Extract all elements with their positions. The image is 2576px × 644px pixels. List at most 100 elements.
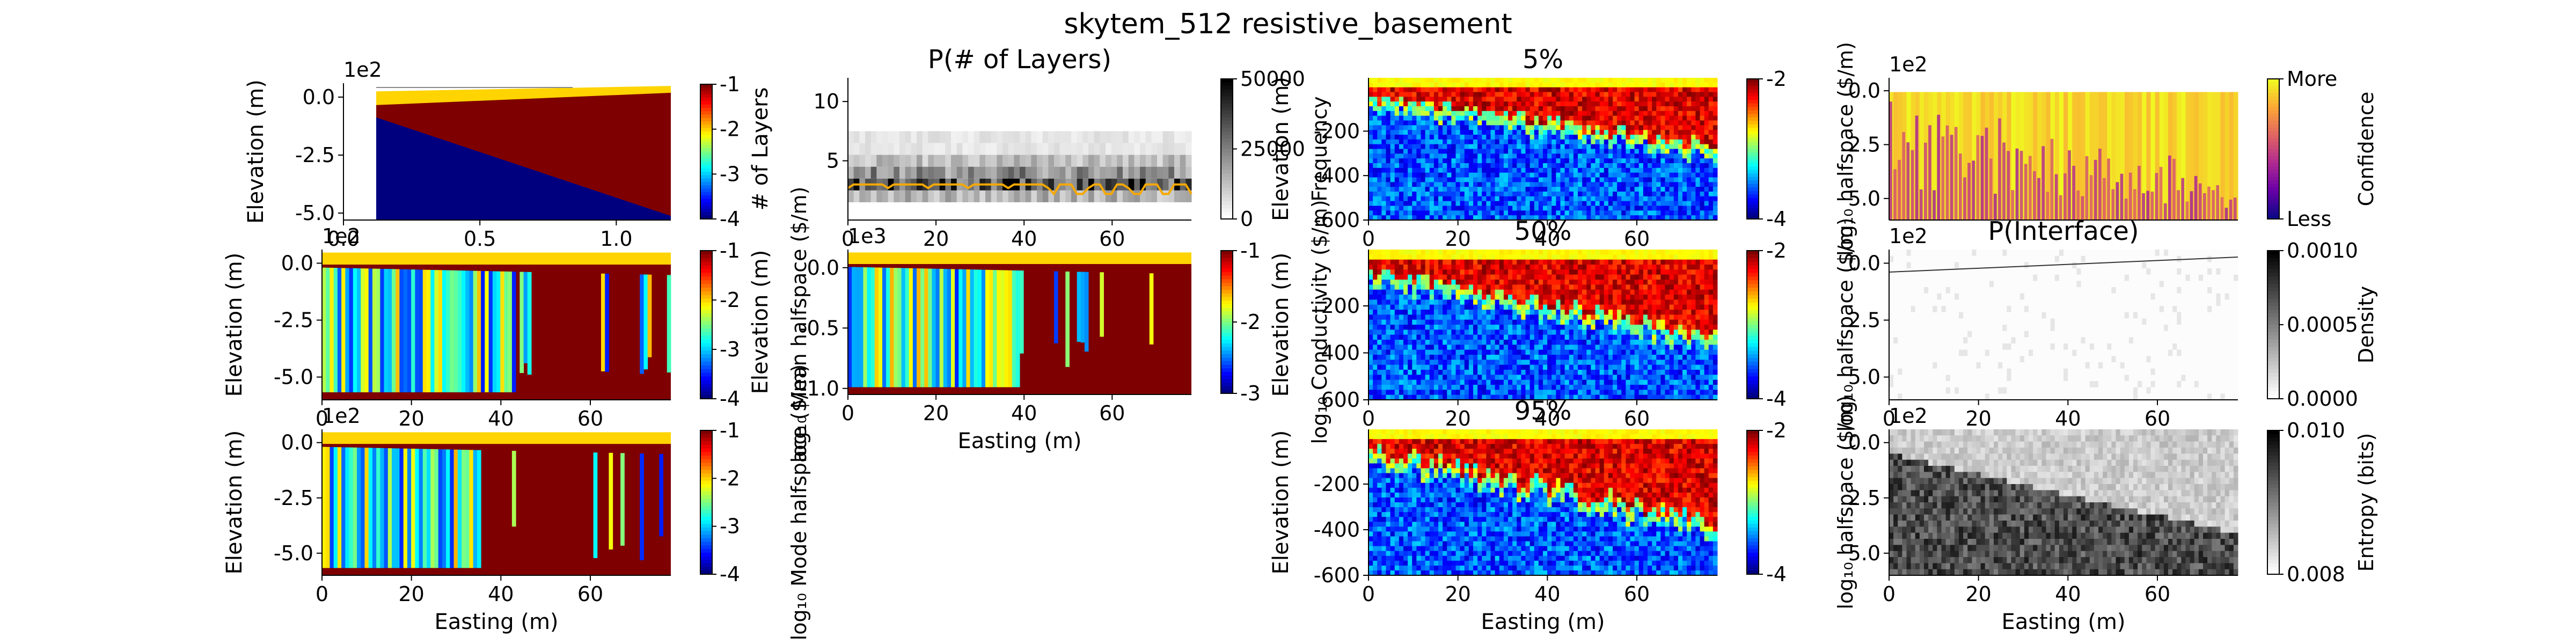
section-cell [1473, 149, 1478, 154]
section-cell [1634, 210, 1640, 216]
section-cell [1525, 172, 1531, 178]
section-cell [1451, 299, 1456, 305]
colorbar-swatch [1747, 159, 1759, 164]
section-cell [1613, 139, 1618, 145]
section-cell [1529, 299, 1535, 305]
section-cell [1608, 111, 1613, 116]
section-cell [1373, 284, 1378, 290]
colorbar-swatch [2267, 180, 2279, 185]
section-cell [1691, 210, 1696, 216]
section-cell [1556, 385, 1561, 390]
conf-low-cell [2033, 171, 2036, 220]
section-cell [1517, 390, 1521, 396]
colorbar-swatch [2267, 208, 2279, 213]
conf-low-cell [2050, 138, 2054, 220]
density-cell [968, 155, 975, 167]
section-cell [1499, 144, 1504, 149]
section-cell [1556, 345, 1561, 350]
section-cell [1468, 106, 1474, 112]
section-cell [1433, 158, 1439, 164]
section-cell [1386, 334, 1391, 340]
section-cell [1464, 304, 1469, 310]
section-cell [1429, 125, 1435, 130]
section-cell [1586, 196, 1591, 202]
section-cell [1443, 167, 1447, 173]
section-cell [1373, 97, 1378, 102]
section-cell [1521, 97, 1526, 102]
section-cell [1429, 135, 1435, 140]
density-cell [853, 155, 860, 167]
section-cell [1704, 182, 1709, 187]
section-cell [1394, 385, 1400, 390]
section-cell [1665, 196, 1670, 202]
section-cell [1425, 163, 1430, 169]
section-cell [1408, 299, 1413, 305]
conf-low-cell [2116, 182, 2119, 220]
section-cell [1673, 192, 1679, 197]
section-cell [1468, 394, 1474, 400]
section-cell [1547, 111, 1552, 116]
section-cell [1390, 201, 1395, 206]
section-cell [1399, 299, 1404, 305]
section-cell [1691, 153, 1696, 159]
section-cell [1582, 196, 1587, 202]
section-cell [1473, 250, 1478, 255]
section-cell [1552, 125, 1556, 130]
section-cell [1386, 115, 1391, 121]
section-cell [1591, 201, 1596, 206]
section-cell [1660, 101, 1665, 107]
section-cell [1447, 355, 1452, 360]
section-cell [1569, 106, 1574, 112]
colorbar-swatch [2267, 204, 2279, 209]
section-cell [1425, 215, 1430, 221]
section-cell [1425, 375, 1430, 380]
section-cell [1595, 111, 1600, 116]
section-cell [1408, 310, 1413, 315]
section-cell [1573, 289, 1578, 295]
section-cell [1447, 259, 1452, 265]
density-cell [876, 131, 883, 143]
section-cell [1634, 115, 1640, 121]
section-cell [1464, 125, 1469, 130]
section-cell [1713, 149, 1718, 154]
section-cell [1543, 284, 1548, 290]
density-cell [859, 155, 866, 167]
section-cell [1460, 192, 1465, 197]
section-cell [1464, 254, 1469, 260]
section-cell [1617, 167, 1622, 173]
section-cell [1608, 92, 1613, 97]
section-cell [1534, 394, 1539, 400]
section-cell [1377, 78, 1382, 83]
section-cell [1408, 149, 1413, 154]
section-cell [1525, 78, 1531, 83]
section-cell [1525, 182, 1531, 187]
section-cell [1464, 101, 1469, 107]
section-cell [1455, 355, 1461, 360]
section-cell [1613, 206, 1618, 211]
section-cell [1512, 280, 1517, 285]
section-cell [1429, 370, 1435, 375]
section-cell [1534, 299, 1539, 305]
conf-cell [2081, 92, 2086, 220]
section-cell [1560, 206, 1565, 211]
density-cell [1077, 178, 1083, 191]
section-cell [1669, 201, 1674, 206]
section-cell [1425, 345, 1430, 350]
section-cell [1708, 87, 1714, 92]
section-cell [1569, 250, 1574, 255]
section-cell [1678, 101, 1683, 107]
section-cell [1700, 135, 1705, 140]
section-cell [1621, 125, 1626, 130]
density-cell [1082, 131, 1089, 143]
section-cell [1503, 149, 1509, 154]
section-cell [1678, 130, 1683, 135]
section-cell [1477, 265, 1482, 270]
section-cell [1499, 254, 1504, 260]
density-cell [1185, 143, 1192, 155]
section-cell [1599, 125, 1605, 130]
section-cell [1529, 274, 1535, 280]
colorbar-swatch [2267, 128, 2279, 132]
section-cell [1403, 135, 1408, 140]
section-cell [1652, 106, 1657, 112]
